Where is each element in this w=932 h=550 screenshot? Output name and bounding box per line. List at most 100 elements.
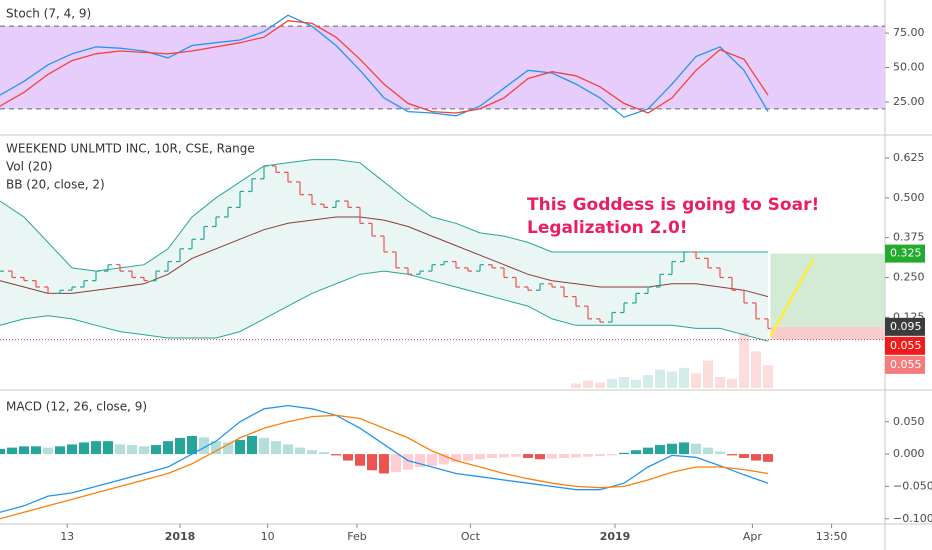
- range-bar: [440, 260, 448, 266]
- price-label-bg: [885, 355, 925, 374]
- histogram-bar: [619, 452, 629, 455]
- range-bar: [236, 190, 244, 208]
- histogram-bar: [511, 454, 521, 457]
- range-bar: [152, 270, 160, 282]
- histogram-bar: [115, 444, 125, 455]
- y-tick-label: 25.00: [893, 95, 925, 108]
- histogram-bar: [19, 446, 29, 455]
- volume-bar: [655, 369, 665, 388]
- histogram-bar: [463, 454, 473, 461]
- annotation: Legalization 2.0!: [527, 218, 688, 238]
- histogram-bar: [331, 454, 341, 456]
- histogram-bar: [703, 447, 713, 455]
- histogram-bar: [679, 442, 689, 455]
- range-bar: [428, 264, 436, 272]
- stoch-band: [0, 26, 885, 109]
- histogram-bar: [271, 441, 281, 455]
- range-bar: [608, 311, 616, 323]
- histogram-bar: [211, 441, 221, 455]
- volume-bar: [739, 333, 749, 388]
- histogram-bar: [715, 451, 725, 455]
- range-bar: [668, 260, 676, 275]
- range-bar: [632, 292, 640, 304]
- x-tick-label: 2019: [600, 530, 631, 543]
- histogram-bar: [175, 437, 185, 455]
- histogram-bar: [7, 447, 17, 455]
- histogram-bar: [43, 447, 53, 455]
- histogram-bar: [0, 448, 5, 455]
- arrow: [769, 257, 815, 338]
- price-label: 0.095: [890, 320, 922, 333]
- volume-bar: [667, 371, 677, 388]
- y-tick-label: −0.050: [893, 479, 932, 492]
- volume-bar: [763, 365, 773, 388]
- histogram-bar: [559, 454, 569, 458]
- histogram-bar: [151, 445, 161, 455]
- indicator-legend: Vol (20): [6, 160, 52, 174]
- histogram-bar: [79, 442, 89, 455]
- range-bar: [692, 251, 700, 259]
- histogram-bar: [643, 447, 653, 455]
- range-bar: [572, 295, 580, 307]
- macd-line: [0, 404, 769, 513]
- histogram-bar: [607, 454, 617, 456]
- histogram-bar: [367, 454, 377, 471]
- range-bar: [140, 276, 148, 282]
- price-label: 0.055: [890, 339, 922, 352]
- volume-bar: [679, 367, 689, 388]
- range-bar: [584, 305, 592, 320]
- range-bar: [104, 264, 112, 272]
- range-bar: [500, 267, 508, 279]
- histogram-bar: [319, 452, 329, 455]
- stoch-line: [0, 20, 769, 114]
- histogram-bar: [283, 444, 293, 455]
- range-bar: [8, 270, 16, 279]
- range-bar: [44, 286, 52, 294]
- range-bar: [332, 200, 340, 208]
- histogram-bar: [631, 450, 641, 455]
- histogram-bar: [31, 446, 41, 455]
- y-tick-label: 0.000: [893, 447, 925, 460]
- histogram-bar: [355, 454, 365, 466]
- range-bar: [368, 222, 376, 237]
- range-bar: [128, 270, 136, 279]
- range-bar: [680, 251, 688, 263]
- histogram-bar: [655, 445, 665, 455]
- y-tick-label: 0.375: [893, 231, 925, 244]
- price-label: 0.325: [890, 247, 922, 260]
- range-bar: [164, 260, 172, 272]
- histogram-bar: [595, 454, 605, 457]
- volume-bar: [715, 377, 725, 388]
- range-bar: [296, 181, 304, 196]
- target-zone: [770, 253, 885, 327]
- y-tick-label: 0.625: [893, 151, 925, 164]
- histogram-bar: [583, 454, 593, 457]
- range-bar: [344, 200, 352, 208]
- histogram-bar: [751, 454, 761, 461]
- histogram-bar: [571, 454, 581, 458]
- range-bar: [176, 248, 184, 263]
- histogram-bar: [223, 442, 233, 455]
- volume-bar: [595, 382, 605, 388]
- range-bar: [404, 267, 412, 275]
- range-bar: [284, 171, 292, 183]
- range-bar: [488, 264, 496, 269]
- histogram-bar: [235, 439, 245, 455]
- x-tick-label: 10: [261, 530, 275, 543]
- histogram-bar: [103, 441, 113, 455]
- histogram-bar: [667, 443, 677, 455]
- histogram-bar: [691, 443, 701, 455]
- histogram-bar: [403, 454, 413, 470]
- pane-legend: Stoch (7, 4, 9): [6, 7, 91, 21]
- stop-zone: [770, 326, 885, 340]
- range-bar: [512, 276, 520, 288]
- range-bar: [740, 289, 748, 304]
- macd-line: [0, 414, 769, 520]
- histogram-bar: [427, 454, 437, 466]
- pane-legend: WEEKEND UNLMTD INC, 10R, CSE, Range: [6, 142, 255, 156]
- range-bar: [56, 289, 64, 294]
- range-bar: [260, 165, 268, 180]
- range-bar: [308, 194, 316, 205]
- volume-bar: [643, 375, 653, 388]
- histogram-bar: [379, 454, 389, 474]
